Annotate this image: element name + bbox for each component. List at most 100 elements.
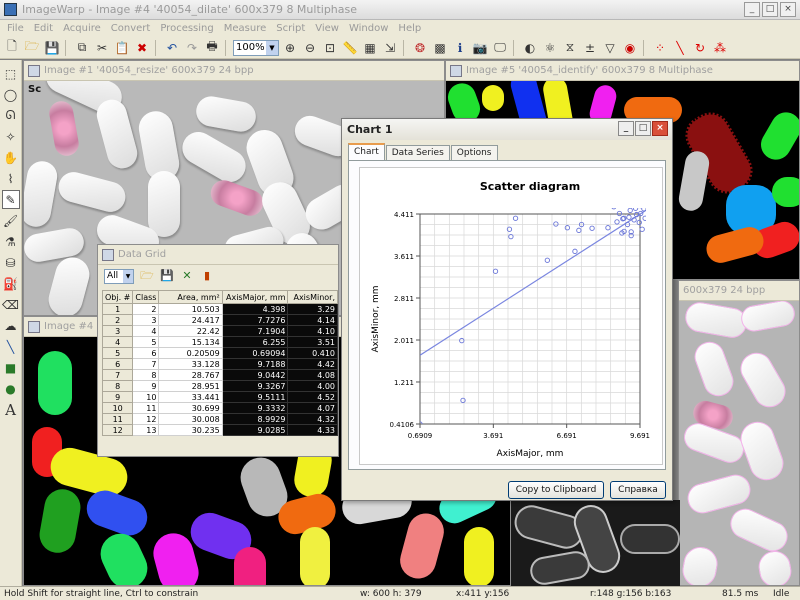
table-cell[interactable]: 22.42 (158, 325, 223, 337)
row-header-cell[interactable]: 7 (101, 369, 134, 381)
row-header-cell[interactable]: 10 (101, 402, 134, 414)
row-header-cell[interactable]: 1 (101, 303, 134, 315)
transform-icon[interactable]: ⧖ (565, 40, 575, 54)
table-cell[interactable]: 9.0285 (221, 424, 289, 436)
ruler-icon[interactable]: 📏 (342, 40, 358, 55)
image-right-titlebar[interactable]: 600x379 24 bpp (679, 281, 799, 301)
table-cell[interactable]: 7.7276 (221, 314, 289, 326)
arrows-icon[interactable]: ⇲ (384, 40, 396, 55)
close-button[interactable]: × (780, 2, 796, 17)
table-row[interactable]: 2 3 24.417 7.7276 4.14 (101, 314, 338, 326)
print-icon[interactable]: 🖶 (206, 39, 218, 53)
mesh-icon[interactable]: ▩ (434, 40, 446, 55)
palette-icon[interactable]: ❂ (414, 40, 426, 55)
table-row[interactable]: 12 13 30.235 9.0285 4.33 (101, 424, 338, 436)
table-cell[interactable]: 0.69094 (221, 347, 289, 359)
row-header-cell[interactable]: 2 (101, 314, 134, 326)
target-icon[interactable]: ◉ (624, 40, 636, 55)
tab-chart[interactable]: Chart (348, 143, 385, 160)
table-cell[interactable]: 4.14 (287, 314, 338, 326)
molecule-icon[interactable]: ⚛ (544, 40, 556, 55)
table-row[interactable]: 3 4 22.42 7.1904 4.10 (101, 325, 338, 337)
table-cell[interactable]: 11 (132, 402, 160, 414)
zoom-fit-icon[interactable]: ⊡ (324, 40, 336, 55)
table-cell[interactable]: 15.134 (158, 336, 223, 348)
table-row[interactable]: 11 12 30.008 8.9929 4.32 (101, 413, 338, 425)
row-header-cell[interactable]: 8 (101, 380, 134, 392)
copy-icon[interactable]: ⧉ (77, 40, 87, 54)
table-cell[interactable]: 4.52 (287, 391, 338, 403)
table-cell[interactable]: 8 (132, 369, 160, 381)
table-cell[interactable]: 30.699 (158, 402, 223, 414)
open-folder-icon[interactable]: 🗁 (24, 39, 40, 53)
scatter-icon[interactable]: ⁘ (654, 40, 666, 55)
zoom-out-icon[interactable]: ⊖ (304, 40, 316, 55)
table-cell[interactable]: 0.20509 (158, 347, 223, 359)
menu-processing[interactable]: Processing (160, 23, 214, 34)
text-tool-icon[interactable]: A (5, 400, 16, 419)
table-cell[interactable]: 4.07 (287, 402, 338, 414)
row-header-cell[interactable]: 9 (101, 391, 134, 403)
line-icon[interactable]: ╲ (676, 40, 684, 55)
table-row[interactable]: 5 6 0.20509 0.69094 0.410 (101, 347, 338, 359)
menu-convert[interactable]: Convert (110, 23, 151, 34)
table-cell[interactable]: 6 (132, 347, 160, 359)
class-filter-select[interactable]: All ▼ (104, 268, 134, 284)
table-cell[interactable]: 9.3267 (221, 380, 289, 392)
table-row[interactable]: 9 10 33.441 9.5111 4.52 (101, 391, 338, 403)
copy-to-clipboard-button[interactable]: Copy to Clipboard (508, 481, 604, 499)
menu-acquire[interactable]: Acquire (63, 23, 101, 34)
chart-window[interactable]: Chart 1 _ □ × Chart Data Series Options … (341, 118, 673, 501)
contrast-icon[interactable]: ◐ (524, 40, 536, 55)
eraser-icon[interactable]: ⌫ (2, 297, 19, 312)
ellipse-tool-icon[interactable]: ● (5, 381, 16, 396)
table-cell[interactable]: 4.398 (221, 303, 289, 315)
row-header-cell[interactable]: 11 (101, 413, 134, 425)
table-cell[interactable]: 30.235 (158, 424, 223, 436)
table-row[interactable]: 4 5 15.134 6.255 3.51 (101, 336, 338, 348)
image-right-canvas[interactable] (679, 301, 799, 585)
table-cell[interactable]: 28.767 (158, 369, 223, 381)
hand-icon[interactable]: ✋ (3, 150, 18, 165)
table-cell[interactable]: 12 (132, 413, 160, 425)
table-cell[interactable]: 3.29 (287, 303, 338, 315)
table-cell[interactable]: 4.10 (287, 325, 338, 337)
column-header[interactable]: Area, mm² (158, 290, 223, 304)
menu-help[interactable]: Help (398, 23, 422, 34)
ellipse-select-icon[interactable]: ◯ (3, 87, 18, 102)
table-cell[interactable]: 9.3332 (221, 402, 289, 414)
zoom-select[interactable]: 100% ▼ (233, 39, 279, 56)
pencil-icon[interactable]: ✎ (1, 190, 20, 209)
menu-edit[interactable]: Edit (33, 23, 54, 34)
image-right-window[interactable]: 600x379 24 bpp (678, 280, 800, 586)
tab-options[interactable]: Options (450, 145, 498, 160)
column-header[interactable]: Class (132, 290, 160, 304)
table-cell[interactable]: 3 (132, 314, 160, 326)
save-icon[interactable]: 💾 (160, 269, 174, 282)
table-cell[interactable]: 4.42 (287, 358, 338, 370)
menu-file[interactable]: File (7, 23, 24, 34)
table-cell[interactable]: 3.51 (287, 336, 338, 348)
eyedropper-icon[interactable]: ⌇ (7, 171, 14, 186)
line-tool-icon[interactable]: ╲ (6, 339, 15, 354)
fill-icon[interactable]: ⛽ (3, 276, 18, 291)
table-cell[interactable]: 10.503 (158, 303, 223, 315)
column-header[interactable]: AxisMajor, mm (221, 290, 289, 304)
lasso-select-icon[interactable]: ᘏ (5, 108, 16, 122)
rectangle-tool-icon[interactable]: ■ (4, 360, 17, 375)
open-folder-icon[interactable]: 🗁 (140, 269, 154, 282)
table-row[interactable]: 10 11 30.699 9.3332 4.07 (101, 402, 338, 414)
plus-minus-icon[interactable]: ± (584, 40, 596, 55)
table-cell[interactable]: 13 (132, 424, 160, 436)
table-cell[interactable]: 5 (132, 336, 160, 348)
row-header-cell[interactable]: 3 (101, 325, 134, 337)
table-row[interactable]: 6 7 33.128 9.7188 4.42 (101, 358, 338, 370)
stamp-icon[interactable]: ⛁ (5, 255, 16, 270)
column-header[interactable]: AxisMinor, (287, 290, 338, 304)
table-cell[interactable]: 30.008 (158, 413, 223, 425)
save-icon[interactable]: 💾 (44, 40, 60, 55)
row-header-cell[interactable]: 6 (101, 358, 134, 370)
brush-icon[interactable]: 🖌 (2, 213, 19, 228)
redo-icon[interactable]: ↷ (186, 40, 198, 55)
table-cell[interactable]: 9 (132, 380, 160, 392)
